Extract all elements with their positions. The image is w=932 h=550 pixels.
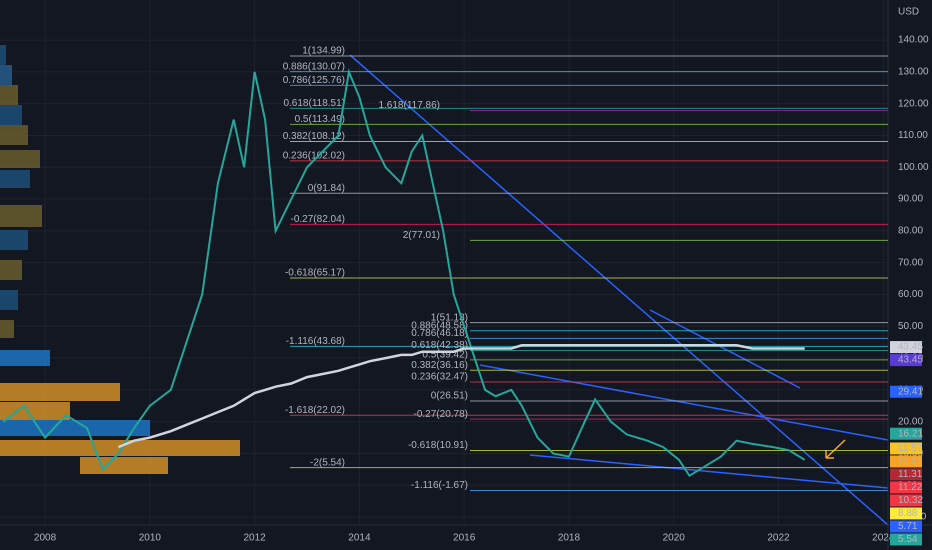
fib-label: 2(77.01) [403,230,440,241]
price-tag-label: 11.57 [898,443,923,454]
y-tick-label: 80.00 [898,226,923,237]
x-tick-label: 2018 [558,533,581,544]
x-tick-label: 2024 [872,533,895,544]
y-tick-label: 20.00 [898,416,923,427]
price-tag [890,533,922,546]
fib-label: 0.886(48.58) [411,320,468,331]
fib-label: 0.786(125.76) [283,75,345,86]
fib-label: -1.116(43.68) [286,336,345,347]
fib-label: 0.618(118.51) [283,98,345,109]
x-tick-label: 2010 [139,533,162,544]
price-tag [890,520,922,533]
x-tick-label: 2016 [453,533,476,544]
currency-label: USD [898,7,919,18]
fib-label: -0.27(82.04) [291,214,345,225]
x-tick-label: 2020 [663,533,686,544]
price-tag [890,341,922,354]
fib-label: -1.116(-1.67) [411,480,468,491]
x-tick-label: 2008 [34,533,57,544]
price-tag-label: 10.32 [898,495,923,506]
y-tick-label: 130.00 [898,67,929,78]
price-tag-label: 16.21 [898,428,923,439]
x-tick-label: 2014 [348,533,371,544]
y-tick-label: 60.00 [898,289,923,300]
fib-label: 0.786(46.18) [411,328,468,339]
fib-label: -1.618(22.02) [285,405,345,416]
fib-label: 0.382(108.12) [283,131,345,142]
arrow [825,439,846,459]
fib-label: 0(91.84) [308,183,345,194]
price-tag [890,507,922,520]
x-tick-label: 2022 [767,533,790,544]
price-tag-label: 11.31 [898,456,923,467]
price-tag-label: 29.41 [898,386,923,397]
fib-label: 1.618(117.86) [378,100,440,111]
fib-label: -0.27(20.78) [414,409,468,420]
fib-label: 0.618(42.38) [411,340,468,351]
y-tick-label: 140.00 [898,35,929,46]
price-tag [890,481,922,494]
price-line [117,344,805,449]
y-tick-label: 50.00 [898,321,923,332]
fib-label: 0.236(102.02) [283,150,345,161]
fib-label: 0(26.51) [431,391,468,402]
y-tick-label: 100.00 [898,162,929,173]
fib-label: 1(134.99) [302,46,345,57]
fib-label: 0.5(113.49) [295,114,345,125]
price-tag-label: 11.31 [898,469,923,480]
fib-label: 0.886(130.07) [283,61,345,72]
price-tag [890,455,922,468]
price-tag [890,442,922,455]
y-tick-label: 90.00 [898,194,923,205]
price-tag [890,427,922,440]
price-tag-label: 43.45 [898,355,923,366]
price-tag [890,385,922,398]
fib-label: -2(5.54) [310,457,345,468]
price-tag-label: 43.45 [898,342,923,353]
y-tick-label: 70.00 [898,257,923,268]
price-tag [890,354,922,367]
price-tag [890,494,922,507]
price-tag-label: 5.71 [898,521,918,532]
price-tag-label: 11.22 [898,482,923,493]
fib-label: 0.236(32.47) [411,372,468,383]
fib-label: -0.618(10.91) [408,440,468,451]
fib-label: 0.5(39.42) [422,350,468,361]
x-tick-label: 2012 [243,533,266,544]
fib-label: 1(51.13) [431,312,468,323]
fib-label: 0.382(36.16) [411,360,468,371]
fib-label: -0.618(65.17) [285,268,345,279]
price-tag [890,468,922,481]
price-tag-label: 8.88 [898,508,918,519]
y-tick-label: 120.00 [898,98,929,109]
price-tag-label: 5.54 [898,534,918,545]
price-line [2,68,806,478]
y-tick-label: 110.00 [898,130,928,141]
